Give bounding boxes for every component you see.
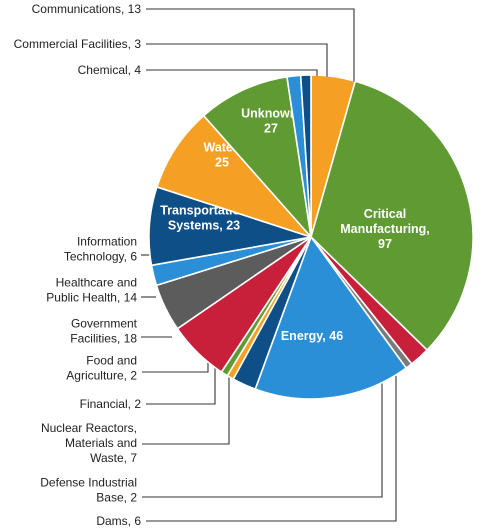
- pie-slice-water: [155, 114, 314, 239]
- slice-label-healthcare-and-public-health-line: Public Health, 14: [46, 291, 137, 305]
- slice-label-defense-industrial-base-line: Base, 2: [96, 491, 137, 505]
- slice-label-communications: Communications, 13: [32, 2, 142, 16]
- slice-label-food-and-agriculture-line: Food and: [86, 354, 137, 368]
- slice-label-communications-line: Communications, 13: [32, 2, 142, 16]
- slice-label-information-technology-line: Information: [77, 235, 137, 249]
- slice-label-information-technology-line: Technology, 6: [64, 250, 137, 264]
- leader-line-nuclear-reactors-materials-and-waste: [142, 375, 230, 445]
- slice-label-commercial-facilities: Commercial Facilities, 3: [14, 37, 142, 51]
- pie-slice-energy: [254, 235, 408, 400]
- slice-label-unknown-line: 27: [264, 122, 278, 136]
- pie-slice-commercial-facilities: [299, 74, 312, 238]
- leader-line-communications: [146, 8, 355, 82]
- slice-label-critical-manufacturing-line: Manufacturing,: [340, 222, 430, 236]
- slice-label-government-facilities-line: Government: [71, 317, 138, 331]
- slice-label-nuclear-reactors-materials-and-waste-line: Nuclear Reactors,: [41, 421, 137, 435]
- slice-label-dams: Dams, 6: [96, 514, 141, 528]
- slice-label-water-line: 25: [215, 156, 229, 170]
- slice-label-energy-line: Energy, 46: [281, 329, 343, 343]
- slice-label-government-facilities: Government Facilities, 18: [70, 317, 137, 346]
- slice-label-food-and-agriculture: Food and Agriculture, 2: [66, 354, 137, 383]
- slice-label-critical-manufacturing: Critical Manufacturing, 97: [340, 207, 430, 251]
- slice-label-nuclear-reactors-materials-and-waste: Nuclear Reactors, Materials and Waste, 7: [41, 421, 137, 465]
- leader-line-financial: [146, 366, 216, 405]
- slice-label-dams-line: Dams, 6: [96, 514, 141, 528]
- slice-label-commercial-facilities-line: Commercial Facilities, 3: [14, 37, 142, 51]
- leader-line-food-and-agriculture: [142, 361, 209, 373]
- slice-label-energy: Energy, 46: [281, 329, 343, 343]
- leader-line-commercial-facilities: [146, 43, 328, 77]
- slice-label-financial-line: Financial, 2: [80, 397, 142, 411]
- slice-label-transportation-systems-line: Systems, 23: [168, 219, 240, 233]
- slice-label-chemical: Chemical, 4: [78, 63, 142, 77]
- slice-label-nuclear-reactors-materials-and-waste-line: Materials and: [65, 436, 137, 450]
- slice-label-financial: Financial, 2: [80, 397, 142, 411]
- slice-label-information-technology: Information Technology, 6: [64, 235, 137, 264]
- leader-line-defense-industrial-base: [142, 381, 383, 498]
- leader-line-chemical: [146, 69, 318, 77]
- slice-label-government-facilities-line: Facilities, 18: [70, 332, 137, 346]
- slice-label-defense-industrial-base-line: Defense Industrial: [40, 476, 137, 490]
- slice-label-healthcare-and-public-health: Healthcare and Public Health, 14: [46, 276, 137, 305]
- slice-label-unknown-line: Unknown,: [241, 107, 301, 121]
- slice-label-defense-industrial-base: Defense Industrial Base, 2: [40, 476, 137, 505]
- slice-label-chemical-line: Chemical, 4: [78, 63, 142, 77]
- pie-slice-critical-manufacturing: [310, 80, 474, 352]
- slice-label-unknown: Unknown, 27: [241, 107, 301, 136]
- leader-line-dams: [146, 373, 397, 522]
- slice-label-food-and-agriculture-line: Agriculture, 2: [66, 369, 137, 383]
- slice-label-healthcare-and-public-health-line: Healthcare and: [56, 276, 137, 290]
- slice-label-nuclear-reactors-materials-and-waste-line: Waste, 7: [90, 451, 137, 465]
- pie-slice-unknown: [202, 75, 313, 240]
- slice-label-critical-manufacturing-line: Critical: [364, 207, 406, 221]
- slice-label-critical-manufacturing-line: 97: [378, 237, 392, 251]
